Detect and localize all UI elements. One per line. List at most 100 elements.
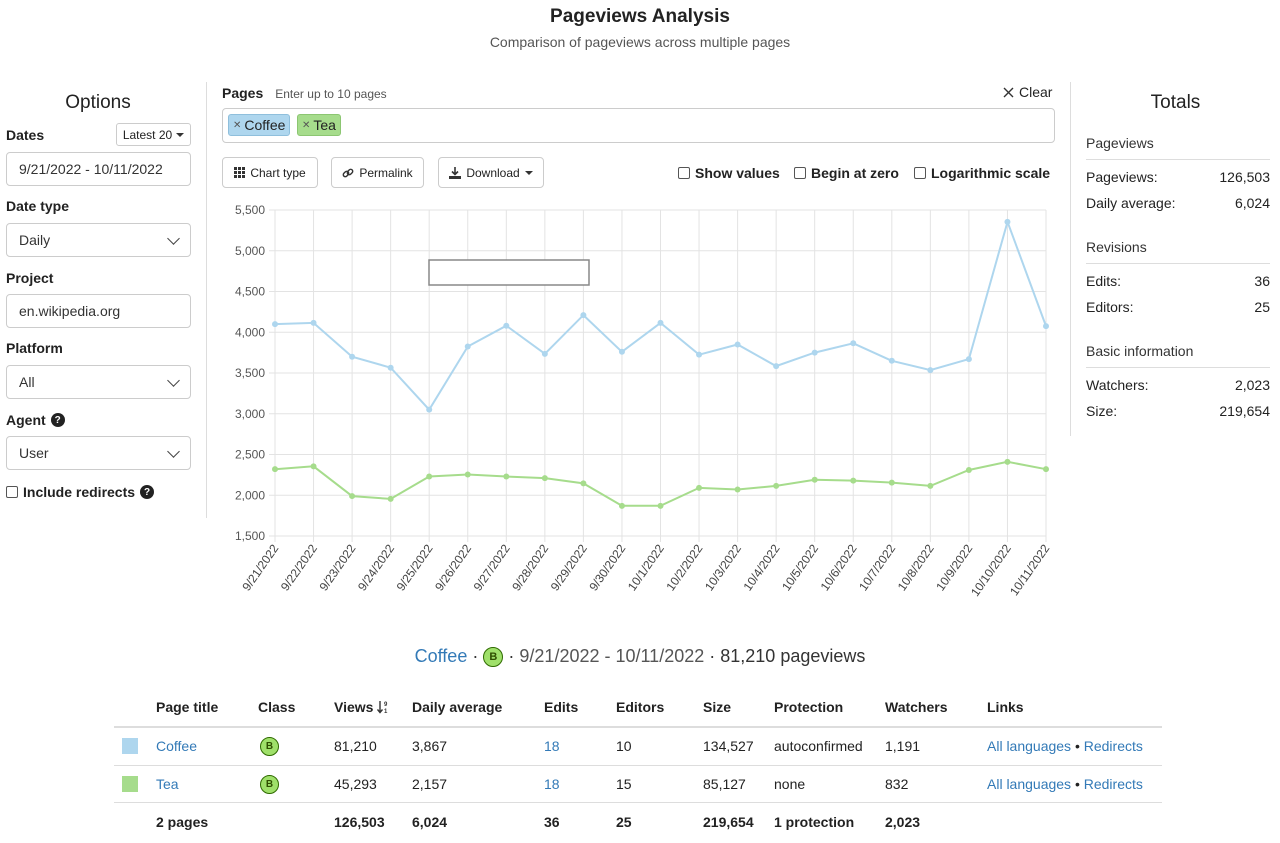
data-point[interactable] — [773, 482, 780, 489]
data-point[interactable] — [580, 480, 587, 487]
data-point[interactable] — [387, 364, 394, 371]
platform-select[interactable]: All — [6, 365, 191, 399]
log-scale-checkbox[interactable] — [914, 167, 926, 179]
data-point[interactable] — [618, 502, 625, 509]
show-values-checkbox[interactable] — [678, 167, 690, 179]
col-header-size[interactable]: Size — [703, 699, 732, 715]
pages-input[interactable] — [222, 108, 1055, 143]
totals-pageviews-row: Pageviews: 126,503 — [1086, 169, 1270, 185]
data-point[interactable] — [850, 340, 857, 347]
agent-select[interactable]: User — [6, 436, 191, 470]
col-header-daily-average[interactable]: Daily average — [412, 699, 503, 715]
data-point[interactable] — [965, 466, 972, 473]
col-header-editors[interactable]: Editors — [616, 699, 665, 715]
all-languages-link[interactable]: All languages — [987, 738, 1072, 754]
row-divider — [114, 765, 1162, 766]
y-tick-label: 3,000 — [235, 407, 265, 421]
page-tag-coffee[interactable]: ✕ Coffee — [228, 114, 291, 136]
data-point[interactable] — [426, 406, 433, 413]
data-point[interactable] — [387, 495, 394, 502]
totals-daily-average-label: Daily average: — [1086, 195, 1176, 211]
col-header-protection[interactable]: Protection — [774, 699, 844, 715]
data-point[interactable] — [927, 367, 934, 374]
data-point[interactable] — [541, 350, 548, 357]
page-summary: Coffee · B · 9/21/2022 - 10/11/2022 · 81… — [0, 646, 1280, 668]
remove-tag-icon[interactable]: ✕ — [302, 119, 311, 131]
chart-type-button[interactable]: Chart type — [222, 157, 318, 188]
row-size: 85,127 — [703, 776, 746, 792]
pageviews-chart[interactable]: 5,500 5,000 4,500 4,000 3,500 3,000 2,500 2,000… — [222, 198, 1062, 618]
data-point[interactable] — [927, 482, 934, 489]
dates-preset-dropdown[interactable]: Latest 20 — [116, 123, 191, 146]
date-range-input[interactable]: 9/21/2022 - 10/11/2022 — [6, 152, 191, 186]
row-edits-link[interactable]: 18 — [544, 738, 560, 754]
chevron-down-icon — [167, 231, 180, 245]
data-point[interactable] — [888, 357, 895, 364]
row-edits-link[interactable]: 18 — [544, 776, 560, 792]
platform-value: All — [19, 374, 35, 390]
data-point[interactable] — [734, 486, 741, 493]
date-type-select[interactable]: Daily — [6, 223, 191, 257]
data-point[interactable] — [426, 473, 433, 480]
data-point[interactable] — [888, 479, 895, 486]
data-point[interactable] — [657, 319, 664, 326]
data-point[interactable] — [580, 312, 587, 319]
data-point[interactable] — [734, 341, 741, 348]
col-header-watchers[interactable]: Watchers — [885, 699, 948, 715]
data-point[interactable] — [1004, 458, 1011, 465]
data-point[interactable] — [349, 493, 356, 500]
data-point[interactable] — [464, 343, 471, 350]
all-languages-link[interactable]: All languages — [987, 776, 1072, 792]
data-point[interactable] — [657, 502, 664, 509]
data-point[interactable] — [272, 321, 278, 328]
data-point[interactable] — [310, 319, 317, 326]
col-header-page-title[interactable]: Page title — [156, 699, 219, 715]
data-point[interactable] — [503, 322, 510, 329]
page-tag-tea[interactable]: ✕ Tea — [297, 114, 341, 136]
begin-at-zero-checkbox[interactable] — [794, 167, 806, 179]
project-label: Project — [6, 270, 54, 286]
download-button[interactable]: Download — [438, 157, 544, 188]
data-point[interactable] — [272, 466, 278, 473]
row-page-title-link[interactable]: Coffee — [156, 738, 197, 754]
totals-daily-average-value: 6,024 — [1234, 195, 1270, 211]
data-point[interactable] — [696, 484, 703, 491]
data-point[interactable] — [310, 463, 317, 470]
data-point[interactable] — [696, 351, 703, 358]
data-point[interactable] — [464, 471, 471, 478]
data-point[interactable] — [1004, 218, 1011, 225]
project-value: en.wikipedia.org — [19, 303, 121, 319]
help-icon[interactable]: ? — [50, 413, 65, 427]
data-point[interactable] — [1043, 466, 1049, 473]
summary-class-badge: B — [483, 647, 504, 668]
data-point[interactable] — [349, 353, 356, 360]
permalink-button[interactable]: Permalink — [331, 157, 424, 188]
data-point[interactable] — [503, 473, 510, 480]
data-point[interactable] — [965, 356, 972, 363]
data-point[interactable] — [541, 475, 548, 482]
redirects-link[interactable]: Redirects — [1083, 776, 1143, 792]
summary-separator: · — [508, 646, 515, 666]
data-point[interactable] — [811, 476, 818, 483]
log-scale-option[interactable]: Logarithmic scale — [914, 165, 1050, 181]
help-icon[interactable]: ? — [140, 485, 155, 499]
data-point[interactable] — [811, 349, 818, 356]
summary-page-link[interactable]: Coffee — [414, 646, 468, 666]
redirects-link[interactable]: Redirects — [1083, 738, 1143, 754]
begin-at-zero-option[interactable]: Begin at zero — [794, 165, 899, 181]
x-tick-label: 9/21/2022 — [239, 541, 281, 593]
x-tick-label: 9/26/2022 — [432, 541, 474, 593]
row-page-title-link[interactable]: Tea — [156, 776, 179, 792]
col-header-edits[interactable]: Edits — [544, 699, 579, 715]
data-point[interactable] — [1043, 323, 1049, 330]
remove-tag-icon[interactable]: ✕ — [233, 119, 242, 131]
data-point[interactable] — [850, 477, 857, 484]
clear-button[interactable]: Clear — [1003, 84, 1052, 100]
show-values-option[interactable]: Show values — [678, 165, 780, 181]
data-point[interactable] — [618, 348, 625, 355]
data-point[interactable] — [773, 363, 780, 370]
project-input[interactable]: en.wikipedia.org — [6, 294, 191, 328]
include-redirects-checkbox[interactable] — [6, 486, 18, 498]
col-header-class[interactable]: Class — [258, 699, 296, 715]
